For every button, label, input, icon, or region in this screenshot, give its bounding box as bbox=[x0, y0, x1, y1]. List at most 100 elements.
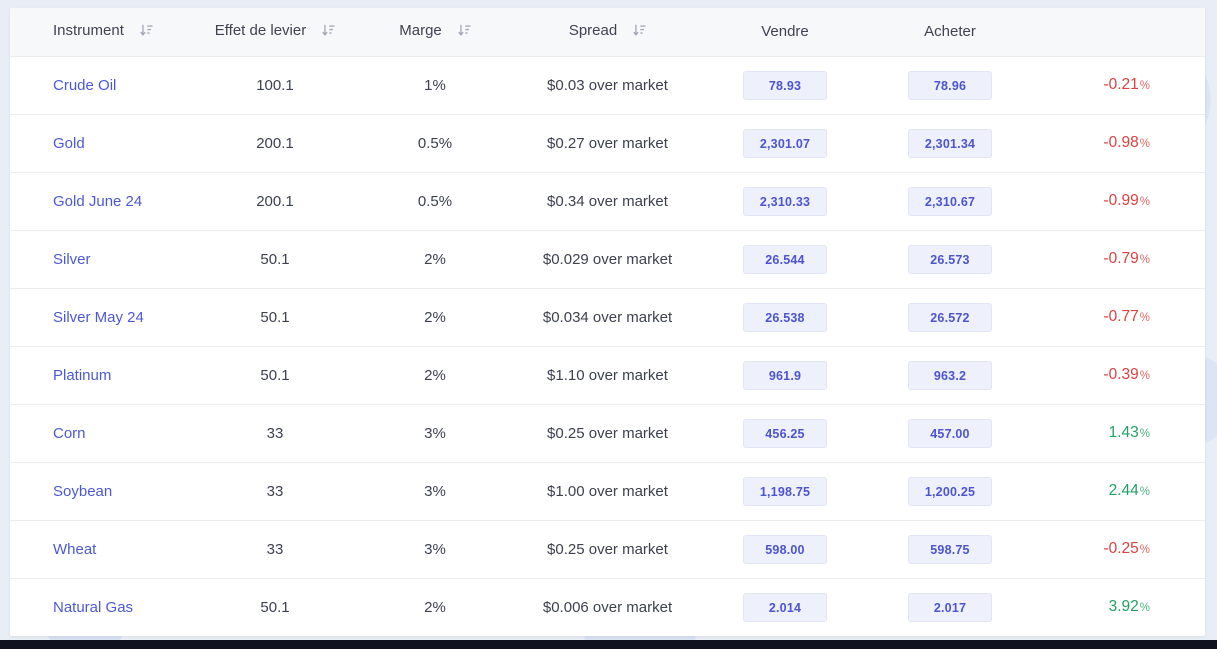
table-row: Corn 33 3% $0.25 over market 456.25 457.… bbox=[10, 403, 1205, 462]
instrument-cell: Crude Oil bbox=[10, 55, 190, 114]
change-cell: -0.99% bbox=[1035, 171, 1205, 230]
bottom-bar bbox=[0, 640, 1217, 649]
change-percent-sign: % bbox=[1139, 370, 1150, 382]
buy-button[interactable]: 963.2 bbox=[908, 360, 992, 390]
buy-button[interactable]: 26.573 bbox=[908, 244, 992, 274]
sell-button[interactable]: 26.538 bbox=[743, 302, 827, 332]
spread-cell: $1.10 over market bbox=[510, 345, 705, 404]
change-percent-sign: % bbox=[1139, 602, 1150, 615]
sell-button[interactable]: 961.9 bbox=[743, 360, 827, 390]
sort-icon bbox=[632, 23, 646, 41]
sell-cell: 961.9 bbox=[705, 345, 865, 404]
instrument-link[interactable]: Platinum bbox=[53, 366, 112, 384]
change-cell: -0.21% bbox=[1035, 55, 1205, 114]
change-cell: 1.43% bbox=[1035, 403, 1205, 462]
column-header-sell: Vendre bbox=[705, 8, 865, 56]
column-label: Spread bbox=[568, 22, 618, 40]
sell-button[interactable]: 598.00 bbox=[743, 534, 827, 564]
instrument-link[interactable]: Wheat bbox=[53, 540, 97, 558]
instrument-cell: Soybean bbox=[10, 461, 190, 520]
table-row: Platinum 50.1 2% $1.10 over market 961.9… bbox=[10, 345, 1205, 404]
instrument-link[interactable]: Silver May 24 bbox=[53, 308, 144, 326]
column-label: Instrument bbox=[53, 22, 124, 40]
spread-cell: $0.006 over market bbox=[510, 577, 705, 636]
leverage-cell: 50.1 bbox=[190, 577, 360, 636]
column-label: Acheter bbox=[924, 23, 976, 41]
table-header: Instrument Effet de levier Marge Spread … bbox=[10, 8, 1205, 56]
sell-button[interactable]: 456.25 bbox=[743, 418, 827, 448]
change-value: -0.79 bbox=[1103, 250, 1139, 267]
column-header-change bbox=[1035, 8, 1205, 56]
leverage-cell: 50.1 bbox=[190, 345, 360, 404]
margin-cell: 2% bbox=[360, 229, 510, 288]
change-value: 3.92 bbox=[1108, 598, 1139, 616]
sell-button[interactable]: 78.93 bbox=[743, 70, 827, 100]
buy-cell: 2.017 bbox=[865, 577, 1035, 636]
change-cell: 2.44% bbox=[1035, 461, 1205, 520]
change-value: 2.44 bbox=[1108, 482, 1139, 499]
buy-cell: 26.573 bbox=[865, 229, 1035, 288]
buy-cell: 78.96 bbox=[865, 55, 1035, 114]
column-label: Vendre bbox=[761, 23, 809, 41]
change-percent-sign: % bbox=[1139, 254, 1150, 266]
change-value: -0.99 bbox=[1103, 192, 1139, 209]
instrument-cell: Gold bbox=[10, 113, 190, 172]
instrument-link[interactable]: Corn bbox=[53, 424, 86, 442]
margin-cell: 1% bbox=[360, 55, 510, 114]
table-row: Crude Oil 100.1 1% $0.03 over market 78.… bbox=[10, 55, 1205, 114]
buy-button[interactable]: 2,301.34 bbox=[908, 128, 992, 158]
buy-button[interactable]: 1,200.25 bbox=[908, 476, 992, 506]
table-row: Natural Gas 50.1 2% $0.006 over market 2… bbox=[10, 577, 1205, 636]
sell-cell: 2,310.33 bbox=[705, 171, 865, 230]
column-header-margin[interactable]: Marge bbox=[360, 8, 510, 56]
table-row: Wheat 33 3% $0.25 over market 598.00 598… bbox=[10, 519, 1205, 578]
buy-button[interactable]: 2,310.67 bbox=[908, 186, 992, 216]
buy-button[interactable]: 2.017 bbox=[908, 592, 992, 622]
leverage-cell: 200.1 bbox=[190, 113, 360, 172]
change-cell: -0.39% bbox=[1035, 345, 1205, 404]
instrument-link[interactable]: Silver bbox=[53, 250, 91, 268]
spread-cell: $0.25 over market bbox=[510, 519, 705, 578]
table-row: Silver 50.1 2% $0.029 over market 26.544… bbox=[10, 229, 1205, 288]
table-row: Gold June 24 200.1 0.5% $0.34 over marke… bbox=[10, 171, 1205, 230]
change-value: -0.98 bbox=[1103, 134, 1139, 151]
instrument-link[interactable]: Natural Gas bbox=[53, 598, 134, 616]
buy-cell: 2,310.67 bbox=[865, 171, 1035, 230]
sell-button[interactable]: 2.014 bbox=[743, 592, 827, 622]
sell-button[interactable]: 26.544 bbox=[743, 244, 827, 274]
leverage-cell: 50.1 bbox=[190, 287, 360, 346]
buy-button[interactable]: 457.00 bbox=[908, 418, 992, 448]
instrument-cell: Gold June 24 bbox=[10, 171, 190, 230]
leverage-cell: 33 bbox=[190, 519, 360, 578]
sell-button[interactable]: 1,198.75 bbox=[743, 476, 827, 506]
buy-cell: 2,301.34 bbox=[865, 113, 1035, 172]
change-cell: 3.92% bbox=[1035, 577, 1205, 636]
spread-cell: $0.034 over market bbox=[510, 287, 705, 346]
instrument-link[interactable]: Gold June 24 bbox=[53, 192, 143, 210]
spread-cell: $0.27 over market bbox=[510, 113, 705, 172]
instruments-table-panel: Instrument Effet de levier Marge Spread … bbox=[10, 8, 1205, 636]
sell-button[interactable]: 2,301.07 bbox=[743, 128, 827, 158]
instrument-link[interactable]: Gold bbox=[53, 134, 85, 152]
spread-cell: $0.34 over market bbox=[510, 171, 705, 230]
sell-button[interactable]: 2,310.33 bbox=[743, 186, 827, 216]
sell-cell: 2.014 bbox=[705, 577, 865, 636]
column-header-leverage[interactable]: Effet de levier bbox=[190, 8, 360, 56]
instrument-link[interactable]: Soybean bbox=[53, 482, 113, 500]
instrument-cell: Wheat bbox=[10, 519, 190, 578]
change-percent-sign: % bbox=[1139, 544, 1150, 556]
buy-button[interactable]: 78.96 bbox=[908, 70, 992, 100]
sell-cell: 26.538 bbox=[705, 287, 865, 346]
margin-cell: 2% bbox=[360, 577, 510, 636]
instrument-link[interactable]: Crude Oil bbox=[53, 76, 117, 94]
buy-button[interactable]: 26.572 bbox=[908, 302, 992, 332]
change-percent-sign: % bbox=[1139, 312, 1150, 324]
buy-button[interactable]: 598.75 bbox=[908, 534, 992, 564]
change-cell: -0.98% bbox=[1035, 113, 1205, 172]
margin-cell: 3% bbox=[360, 403, 510, 462]
change-cell: -0.79% bbox=[1035, 229, 1205, 288]
column-header-spread[interactable]: Spread bbox=[510, 8, 705, 56]
column-header-instrument[interactable]: Instrument bbox=[10, 8, 190, 56]
buy-cell: 963.2 bbox=[865, 345, 1035, 404]
